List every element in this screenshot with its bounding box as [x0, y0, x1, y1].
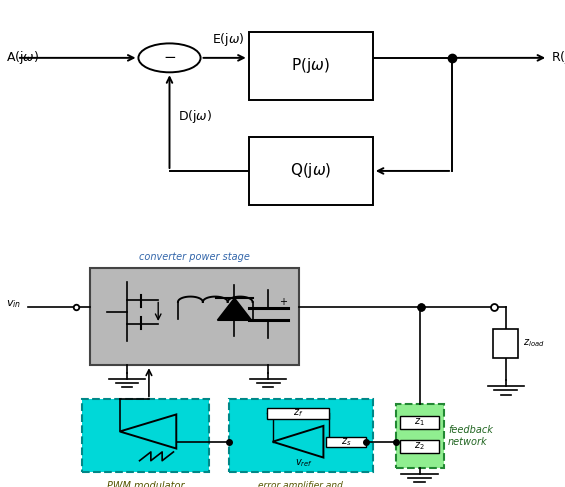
Text: PWM modulator: PWM modulator [107, 481, 184, 487]
FancyBboxPatch shape [82, 399, 209, 472]
Text: $v_{in}$: $v_{in}$ [6, 299, 21, 310]
Polygon shape [218, 298, 251, 320]
Text: error amplifier and
compensation network: error amplifier and compensation network [249, 481, 353, 487]
Text: $z_2$: $z_2$ [414, 440, 425, 452]
FancyBboxPatch shape [400, 440, 439, 453]
FancyBboxPatch shape [400, 416, 439, 429]
FancyBboxPatch shape [396, 404, 444, 468]
Text: $v_{ref}$: $v_{ref}$ [294, 457, 312, 468]
Text: $-$: $-$ [163, 48, 176, 63]
Text: $z_{load}$: $z_{load}$ [523, 337, 544, 349]
Text: +: + [279, 297, 286, 307]
Text: A(j$\omega$): A(j$\omega$) [6, 49, 39, 66]
Polygon shape [272, 426, 323, 458]
Text: P(j$\omega$): P(j$\omega$) [292, 56, 330, 75]
Text: converter power stage: converter power stage [140, 252, 250, 262]
Text: $z_f$: $z_f$ [293, 407, 303, 419]
FancyBboxPatch shape [249, 32, 373, 100]
Text: E(j$\omega$): E(j$\omega$) [212, 31, 245, 48]
Polygon shape [120, 414, 176, 449]
Text: D(j$\omega$): D(j$\omega$) [178, 108, 212, 125]
FancyBboxPatch shape [229, 399, 373, 472]
Text: R(j$\omega$): R(j$\omega$) [551, 49, 565, 66]
FancyBboxPatch shape [493, 329, 518, 358]
Text: feedback
network: feedback network [448, 425, 493, 447]
Text: $z_1$: $z_1$ [414, 416, 425, 428]
Text: Q(j$\omega$): Q(j$\omega$) [290, 161, 332, 181]
Text: $z_s$: $z_s$ [341, 436, 351, 448]
FancyBboxPatch shape [267, 408, 329, 418]
FancyBboxPatch shape [326, 437, 366, 447]
FancyBboxPatch shape [249, 137, 373, 205]
FancyBboxPatch shape [90, 268, 299, 365]
